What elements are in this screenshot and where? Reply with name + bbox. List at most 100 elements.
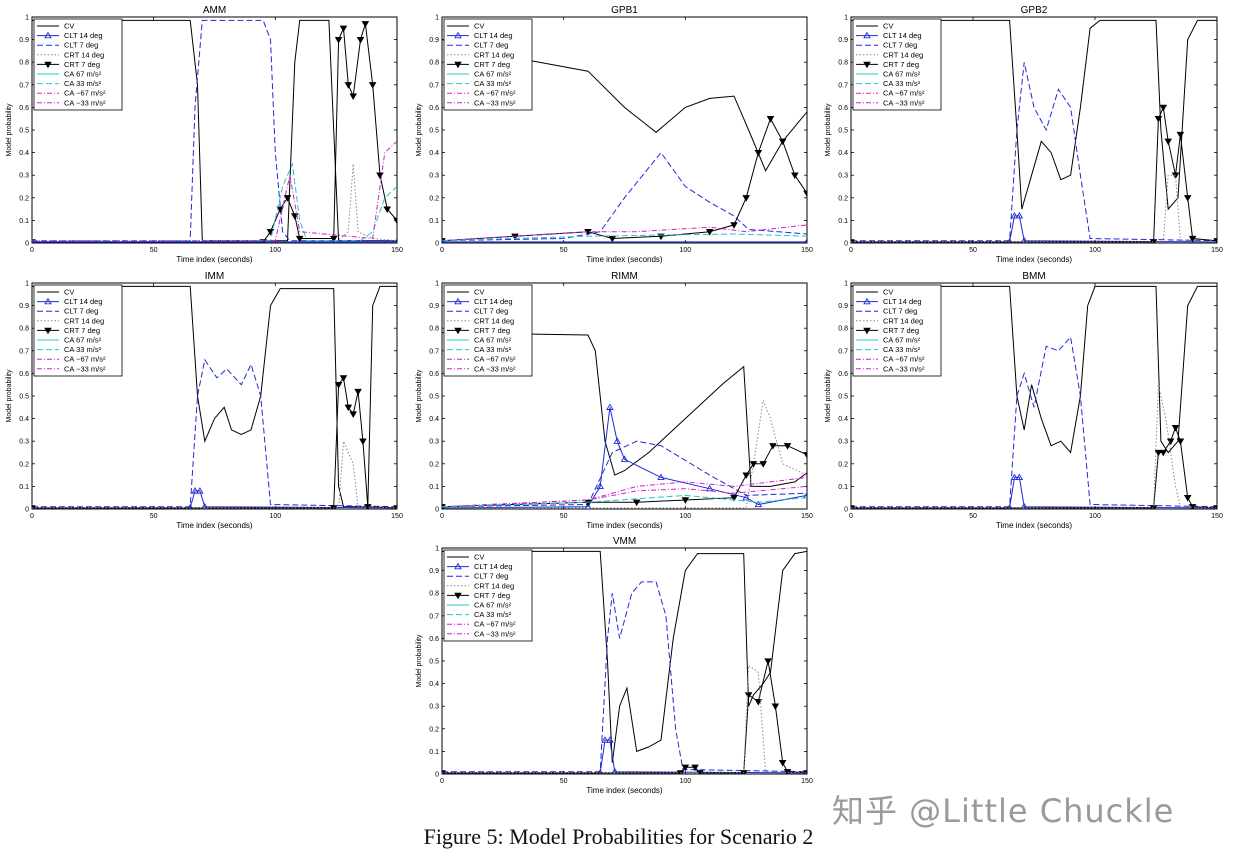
series-line	[32, 358, 397, 508]
series-marker	[344, 404, 353, 412]
y-tick-label: 0.7	[429, 82, 439, 89]
series-marker	[606, 736, 614, 743]
y-tick-label: 1	[844, 15, 848, 22]
series-marker	[742, 493, 750, 501]
legend-label: CA −33 m/s²	[883, 364, 925, 373]
x-tick-label: 50	[560, 778, 568, 785]
y-tick-label: 0.1	[19, 218, 29, 225]
series-marker	[1010, 211, 1019, 219]
series-line	[851, 384, 1217, 509]
legend-label: CRT 14 deg	[474, 581, 514, 590]
x-tick-label: 50	[150, 513, 158, 520]
series-marker	[196, 487, 204, 494]
series-marker	[1159, 449, 1168, 457]
legend-marker	[454, 297, 462, 305]
x-tick-label: 100	[679, 778, 691, 785]
y-tick-label: 0.7	[838, 348, 848, 355]
series-line	[32, 140, 397, 242]
series-group	[32, 19, 397, 243]
y-tick-label: 0.3	[19, 439, 29, 446]
y-tick-label: 0.7	[19, 348, 29, 355]
y-axis-label: Model probability	[825, 103, 832, 156]
legend-label: CLT 7 deg	[474, 41, 508, 50]
series-line	[32, 162, 397, 242]
chart-title: RIMM	[611, 271, 638, 282]
y-tick-label: 0.4	[19, 150, 29, 157]
legend-label: CLT 7 deg	[64, 307, 98, 316]
x-axis-label: Time index (seconds)	[996, 521, 1073, 530]
y-tick-label: 0.2	[19, 195, 29, 202]
y-tick-label: 0.7	[19, 82, 29, 89]
series-marker	[783, 443, 792, 450]
series-marker	[1015, 473, 1024, 481]
series-marker	[393, 505, 397, 509]
series-marker	[778, 138, 787, 146]
y-tick-label: 0.4	[429, 416, 439, 423]
series-marker	[769, 443, 777, 450]
y-tick-label: 0.5	[19, 394, 29, 401]
chart-title: GPB2	[1021, 5, 1048, 16]
y-tick-label: 0	[844, 507, 848, 514]
y-tick-label: 1	[844, 281, 848, 288]
y-tick-label: 0.8	[429, 591, 439, 598]
series-marker	[705, 484, 714, 492]
legend-marker	[454, 562, 462, 570]
legend-label: CA 33 m/s²	[883, 345, 921, 354]
series-marker	[803, 190, 807, 198]
legend-marker	[44, 327, 52, 335]
series-marker	[620, 455, 629, 462]
legend-label: CV	[474, 22, 484, 31]
legend-marker	[863, 297, 871, 305]
series-marker	[1015, 211, 1024, 219]
y-tick-label: 0.4	[838, 150, 848, 157]
chart-panel-gpb2: GPB2 0 50 100 150 0 0.1 0.2 0.3 0.4 0.5 0.6 0.7 0.8 0.…	[825, 5, 1223, 264]
x-tick-label: 150	[391, 247, 403, 254]
series-marker	[393, 217, 397, 225]
y-tick-label: 0.4	[19, 416, 29, 423]
legend-label: CA 67 m/s²	[883, 336, 921, 345]
series-marker	[1188, 235, 1197, 243]
y-tick-label: 0.5	[429, 128, 439, 135]
series-line	[442, 332, 807, 487]
legend-label: CA −67 m/s²	[474, 355, 516, 364]
chart-panel-imm: IMM 0 50 100 150 0 0.1 0.2 0.3 0.4 0.5 0.6 0.7 0.8 0.9…	[6, 271, 403, 530]
y-tick-label: 0.6	[19, 105, 29, 112]
legend-label: CLT 14 deg	[883, 31, 922, 40]
chart-title: AMM	[203, 5, 226, 16]
series-marker	[1171, 424, 1180, 432]
legend-label: CLT 14 deg	[883, 297, 922, 306]
series-group	[851, 19, 1217, 243]
series-marker	[749, 461, 758, 468]
series-marker	[1154, 449, 1163, 457]
legend-label: CA 33 m/s²	[474, 610, 512, 619]
legend-label: CRT 7 deg	[883, 326, 919, 335]
legend-marker	[44, 297, 52, 305]
series-marker	[681, 497, 690, 504]
y-tick-label: 0.3	[838, 173, 848, 180]
x-tick-label: 100	[1089, 513, 1101, 520]
legend-label: CV	[883, 22, 893, 31]
y-axis-label: Model probability	[416, 369, 423, 422]
y-tick-label: 0.1	[429, 484, 439, 491]
series-marker	[754, 500, 763, 508]
y-tick-label: 0.1	[429, 749, 439, 756]
legend-marker	[863, 31, 871, 39]
series-marker	[356, 36, 365, 44]
series-marker	[442, 237, 445, 243]
y-axis-label: Model probability	[416, 634, 423, 687]
series-marker	[676, 770, 685, 774]
y-tick-label: 0.6	[429, 105, 439, 112]
y-tick-label: 0.3	[429, 173, 439, 180]
chart-panel-amm: AMM 0 50 100 150 0 0.1 0.2 0.3 0.4 0.5 0.6 0.7 0.8 0.9…	[6, 5, 403, 264]
series-line	[442, 550, 807, 763]
y-tick-label: 0.1	[19, 484, 29, 491]
x-tick-label: 0	[440, 778, 444, 785]
x-tick-label: 0	[849, 513, 853, 520]
series-marker	[1183, 195, 1192, 202]
x-tick-label: 50	[560, 513, 568, 520]
x-axis-label: Time index (seconds)	[586, 255, 663, 264]
y-tick-label: 0.8	[838, 60, 848, 67]
legend-label: CLT 7 deg	[883, 41, 917, 50]
series-line	[442, 494, 807, 508]
x-tick-label: 50	[150, 247, 158, 254]
